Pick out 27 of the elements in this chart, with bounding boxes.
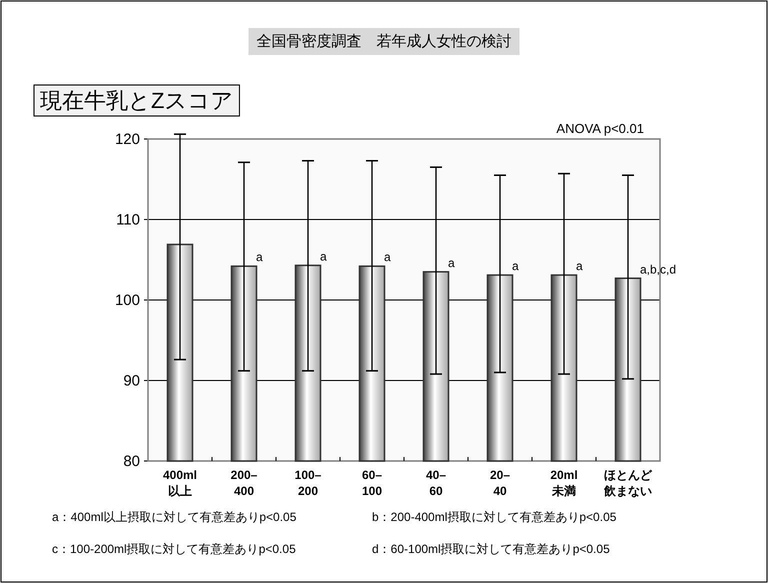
chart-subtitle: 現在牛乳とZスコア	[40, 88, 234, 113]
x-tick-label: 20ml 未満	[550, 468, 578, 498]
annotation: a	[384, 250, 391, 264]
x-tick-label: 20– 40	[490, 468, 510, 498]
text: d：60-100ml摂取に対して有意差ありp<0.05	[372, 542, 610, 556]
text: a：400ml以上摂取に対して有意差ありp<0.05	[52, 510, 297, 524]
x-tick-label: 100– 200	[294, 468, 322, 498]
y-tick-label: 100	[114, 292, 140, 309]
annotation: a	[320, 249, 327, 264]
y-tick-label: 120	[114, 131, 140, 148]
x-tick-label: 40– 60	[426, 468, 446, 498]
annotation: a	[512, 259, 519, 274]
y-tick-label: 110	[116, 212, 140, 228]
text: c：100-200ml摂取に対して有意差ありp<0.05	[52, 542, 296, 556]
text: b：200-400ml摂取に対して有意差ありp<0.05	[372, 510, 617, 524]
x-tick-label: 60– 100	[362, 468, 382, 498]
annotation: a,b,c,d	[640, 262, 676, 276]
x-tick-label: ほとんど飲まない	[603, 468, 653, 498]
annotation: a	[576, 259, 583, 274]
chart-title: 全国骨密度調査 若年成人女性の検討	[256, 33, 512, 50]
annotation: a	[448, 256, 455, 270]
y-tick-label: 80	[123, 453, 140, 470]
y-tick-label: 90	[123, 372, 140, 390]
x-tick-label: 400ml 以上	[162, 468, 198, 498]
x-tick-label: 200– 400	[230, 468, 258, 498]
text: ANOVA p<0.01	[556, 121, 644, 136]
annotation: a	[256, 250, 263, 264]
